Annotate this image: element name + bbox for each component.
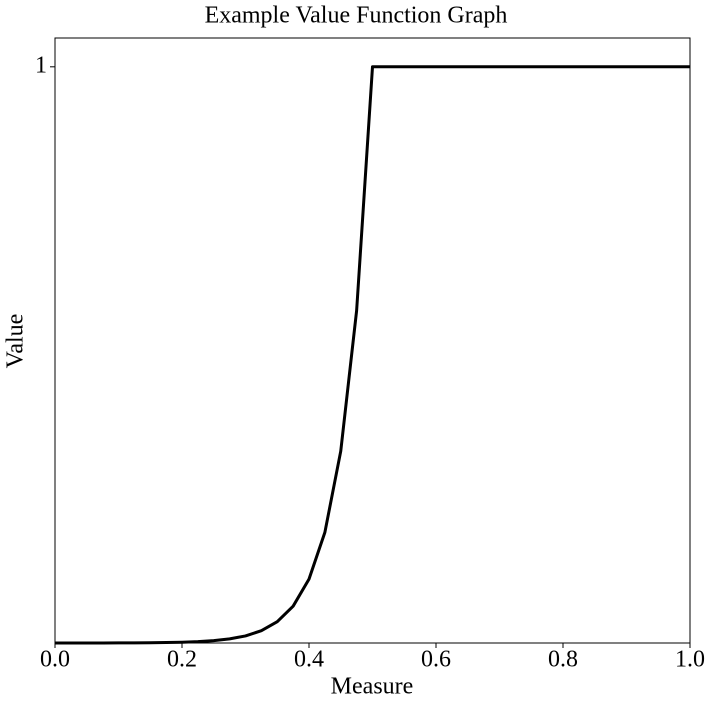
x-tick-label: 1.0 bbox=[675, 647, 705, 673]
x-axis-label: Measure bbox=[331, 674, 414, 700]
plot-frame bbox=[54, 37, 691, 644]
x-tick-label: 0.0 bbox=[40, 647, 70, 673]
chart-title: Example Value Function Graph bbox=[205, 3, 508, 29]
line-series bbox=[54, 65, 690, 645]
x-tick-label: 0.6 bbox=[421, 647, 451, 673]
x-tick-label: 0.8 bbox=[548, 647, 578, 673]
y-tick-label: 1 bbox=[35, 52, 47, 78]
x-tick-label: 0.4 bbox=[294, 647, 324, 673]
y-axis-label: Value bbox=[3, 314, 29, 369]
x-tick-label: 0.2 bbox=[167, 647, 197, 673]
